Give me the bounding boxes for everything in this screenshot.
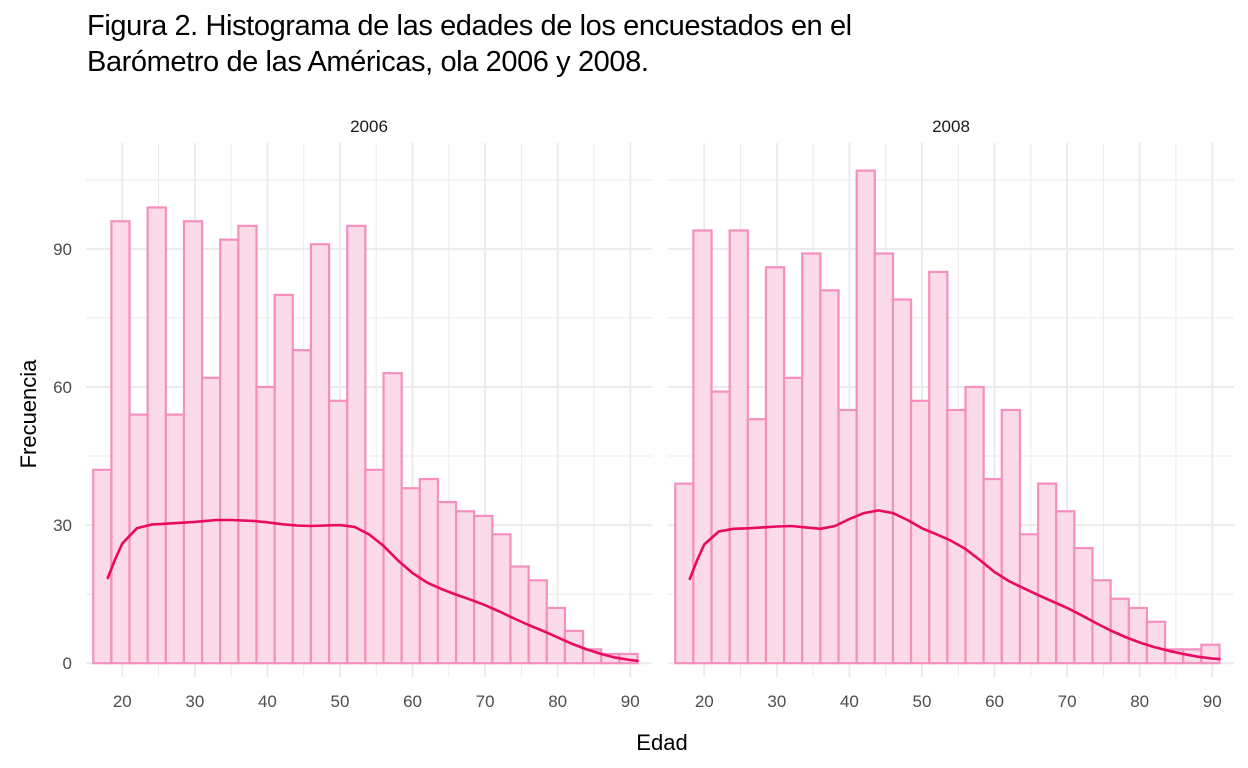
histogram-bar <box>92 468 113 665</box>
histogram-bar <box>837 408 858 665</box>
histogram-bar <box>1127 606 1149 665</box>
x-tick-label: 80 <box>1130 692 1149 711</box>
histogram-bar <box>346 224 367 665</box>
histogram-bar <box>873 252 895 665</box>
histogram-bar <box>491 533 512 665</box>
x-tick-label: 70 <box>1058 692 1077 711</box>
histogram-bar <box>1000 408 1022 665</box>
facet-strip-label: 2008 <box>932 117 970 136</box>
facet-strip-label: 2006 <box>350 117 388 136</box>
x-tick-label: 80 <box>548 692 567 711</box>
histogram-bar <box>182 220 204 665</box>
histogram-bar <box>783 376 804 665</box>
histogram-bar <box>237 224 258 665</box>
histogram-bar <box>146 206 167 665</box>
x-axis-title: Edad <box>636 730 687 755</box>
histogram-bar <box>291 349 313 665</box>
density-line <box>688 509 1221 661</box>
chart-title-line-2: Barómetro de las Américas, ola 2006 y 20… <box>87 46 649 78</box>
x-tick-label: 50 <box>913 692 932 711</box>
x-tick-label: 70 <box>476 692 495 711</box>
histogram-bar <box>128 413 149 665</box>
chart-title-line-1: Figura 2. Histograma de las edades de lo… <box>87 10 852 42</box>
histogram-bar <box>692 229 713 665</box>
histogram-bar <box>1018 533 1040 665</box>
histogram-bar <box>418 477 440 665</box>
x-tick-label: 30 <box>767 692 786 711</box>
histogram-bar <box>219 238 240 665</box>
histogram-bar <box>928 270 949 665</box>
x-tick-label: 40 <box>258 692 277 711</box>
x-tick-label: 40 <box>840 692 859 711</box>
x-tick-label: 20 <box>695 692 714 711</box>
histogram-bar <box>327 399 349 665</box>
x-tick-label: 30 <box>185 692 204 711</box>
histogram-bar <box>855 169 876 665</box>
histogram-bar <box>309 243 331 665</box>
histogram-bar <box>1145 620 1167 665</box>
y-tick-label: 30 <box>53 516 72 535</box>
histogram-bar <box>364 468 385 665</box>
histogram-bar <box>909 399 931 665</box>
histogram-bar <box>382 372 403 665</box>
histogram-bar <box>1036 482 1058 665</box>
histogram-bar <box>710 390 731 665</box>
y-tick-label: 90 <box>53 240 72 259</box>
x-tick-label: 60 <box>985 692 1004 711</box>
histogram-bar <box>946 408 967 665</box>
facet-panel-2008: 2008 20 30 40 50 60 70 80 90 <box>668 117 1234 711</box>
histogram-bar <box>1200 643 1221 665</box>
histogram-bar <box>527 579 548 665</box>
histogram-bar <box>255 385 276 665</box>
histogram-bar <box>454 510 476 665</box>
x-tick-label: 90 <box>1203 692 1222 711</box>
histogram-bar <box>164 413 186 665</box>
histogram-bar <box>964 385 985 665</box>
histogram-bar <box>746 418 768 665</box>
x-tick-label: 20 <box>113 692 132 711</box>
histogram-bar <box>1055 510 1076 665</box>
histogram-bar <box>1073 547 1094 665</box>
histogram-bar <box>509 565 530 665</box>
y-axis-title: Frecuencia <box>16 359 41 469</box>
density-line <box>106 518 639 663</box>
x-tick-label: 90 <box>621 692 640 711</box>
y-tick-label: 60 <box>53 378 72 397</box>
x-tick-label: 60 <box>403 692 422 711</box>
histogram-bar <box>819 289 840 665</box>
histogram-bar <box>273 293 294 665</box>
histogram-bar <box>891 298 913 665</box>
histogram-bar <box>110 220 131 665</box>
histogram-bar <box>473 514 494 665</box>
histogram-bar <box>764 266 786 665</box>
histogram-bar <box>436 500 458 665</box>
histogram-bar <box>728 229 749 665</box>
x-tick-label: 50 <box>331 692 350 711</box>
chart-title: Figura 2. Histograma de las edades de lo… <box>87 8 852 80</box>
y-tick-label: 0 <box>63 654 72 673</box>
histogram-bar <box>801 252 822 665</box>
facet-panel-2006: 2006 20 30 40 50 60 70 80 90 <box>86 117 652 711</box>
